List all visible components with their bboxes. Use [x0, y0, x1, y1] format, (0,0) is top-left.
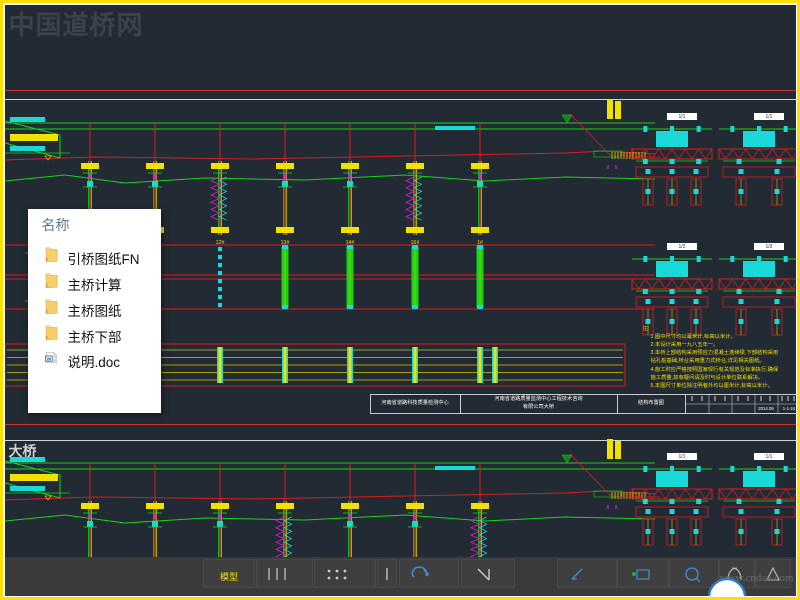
- svg-text:1/2: 1/2: [765, 244, 772, 250]
- svg-text:模型: 模型: [219, 572, 237, 582]
- svg-text:1/1: 1/1: [678, 454, 685, 460]
- svg-text:1/1: 1/1: [678, 114, 685, 120]
- svg-text:2014.06: 2014.06: [758, 406, 774, 411]
- svg-text:W: W: [46, 356, 51, 362]
- svg-text:1-1-24: 1-1-24: [782, 406, 795, 411]
- svg-text:1/2: 1/2: [678, 244, 685, 250]
- svg-text:1/1: 1/1: [765, 454, 772, 460]
- svg-text:1/1: 1/1: [765, 114, 772, 120]
